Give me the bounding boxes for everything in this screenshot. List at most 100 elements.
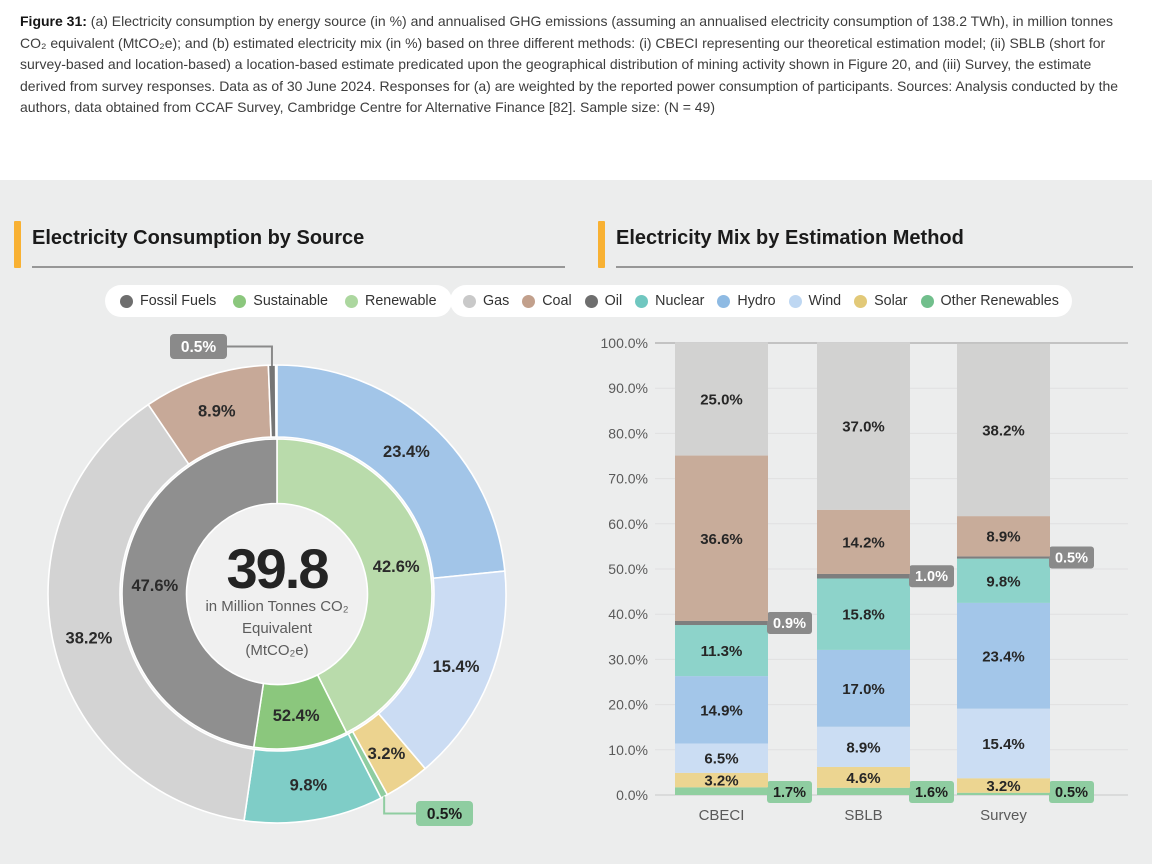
y-axis-label-40: 40.0%	[608, 606, 648, 622]
bar-legend-label: Nuclear	[655, 293, 705, 309]
right-title-underline	[616, 266, 1133, 268]
bar-legend-item-coal: Coal	[522, 293, 572, 309]
bar-legend-label: Wind	[808, 293, 842, 309]
donut-center-value: 39.8	[227, 537, 329, 600]
donut-center-unit-line: Equivalent	[242, 620, 313, 637]
bar-segment-cbeci-solar	[675, 772, 768, 788]
renewable-swatch-icon	[345, 294, 358, 308]
bar-segment-label-survey-hydro: 23.4%	[982, 648, 1025, 665]
left-title-accent-bar	[14, 221, 21, 268]
bar-segment-label-survey-wind: 15.4%	[982, 736, 1025, 753]
bar-callout-label-cbeci-oil: 0.9%	[773, 616, 806, 632]
left-title-underline	[32, 266, 565, 268]
bar-segment-label-survey-nuclear: 9.8%	[986, 573, 1020, 590]
y-axis-label-60: 60.0%	[608, 516, 648, 532]
wind-swatch-icon	[788, 294, 802, 308]
bar-segment-survey-wind	[957, 708, 1050, 779]
bar-segment-sblb-coal	[817, 509, 910, 574]
donut-center-unit-line: in Million Tonnes CO₂	[205, 598, 348, 615]
nuclear-swatch-icon	[635, 294, 649, 308]
figure-label: Figure 31:	[20, 13, 87, 29]
donut-inner-label-sustainable: 52.4%	[273, 707, 320, 725]
bar-segment-label-sblb-nuclear: 15.8%	[842, 607, 885, 624]
bar-segment-sblb-other-renewables	[817, 787, 910, 795]
bar-legend: Gas Coal Oil Nuclear Hydro Wind Solar Other Ren…	[450, 285, 1072, 317]
bar-legend-label: Other Renewables	[940, 293, 1059, 309]
bar-legend-item-nuclear: Nuclear	[635, 293, 704, 309]
donut-outer-label-hydro: 23.4%	[383, 443, 430, 461]
bar-legend-label: Oil	[604, 293, 623, 309]
donut-inner-label-renewable: 42.6%	[373, 558, 420, 576]
donut-callout-box-other-renewables	[416, 801, 473, 826]
bar-segment-cbeci-other-renewables	[675, 787, 768, 795]
y-axis-label-10: 10.0%	[608, 742, 648, 758]
bar-segment-label-cbeci-solar: 3.2%	[704, 773, 738, 790]
bar-legend-item-hydro: Hydro	[717, 293, 776, 309]
donut-callout-connector-oil	[227, 345, 273, 366]
x-axis-label-cbeci: CBECI	[699, 807, 745, 824]
x-axis-label-survey: Survey	[980, 807, 1027, 824]
bar-callout-label-survey-other-renewables: 0.5%	[1055, 785, 1088, 801]
electricity-consumption-donut-chart: 42.6% 52.4% 47.6% 23.4% 15.4% 3.2% 9.8% 38.2% 8.…	[47, 334, 507, 826]
bar-segment-label-cbeci-nuclear: 11.3%	[701, 643, 743, 660]
solar-swatch-icon	[854, 294, 868, 308]
bar-legend-item-gas: Gas	[463, 293, 509, 309]
bar-segment-survey-oil	[957, 556, 1050, 559]
donut-outer-label-gas: 38.2%	[66, 629, 113, 647]
bar-callout-box-cbeci-oil	[767, 612, 812, 635]
bar-callout-label-sblb-other-renewables: 1.6%	[915, 785, 948, 801]
donut-outer-segment-gas	[47, 403, 256, 822]
bar-segment-label-sblb-gas: 37.0%	[842, 419, 885, 436]
donut-inner-label-fossil-fuels: 47.6%	[131, 577, 178, 595]
donut-callout-box-oil	[170, 334, 227, 359]
bar-callout-label-cbeci-other-renewables: 1.7%	[773, 785, 806, 801]
right-panel-title: Electricity Mix by Estimation Method	[616, 227, 964, 249]
bar-callout-label-survey-oil: 0.5%	[1055, 550, 1088, 566]
figure-caption: Figure 31: (a) Electricity consumption b…	[20, 11, 1134, 119]
coal-swatch-icon	[522, 294, 536, 308]
bar-segment-sblb-solar	[817, 766, 910, 788]
bar-callout-box-sblb-oil	[909, 565, 954, 588]
y-axis-label-20: 20.0%	[608, 697, 648, 713]
bar-legend-label: Coal	[542, 293, 572, 309]
bar-callout-label-sblb-oil: 1.0%	[915, 569, 948, 585]
bar-segment-label-cbeci-gas: 25.0%	[700, 392, 743, 409]
bar-segment-label-survey-solar: 3.2%	[986, 778, 1020, 795]
donut-outer-label-coal: 8.9%	[198, 403, 236, 421]
electricity-mix-stacked-bar-chart: 0.0% 10.0% 20.0% 30.0% 40.0% 50.0% 60.0% 70.0% 8…	[601, 335, 1128, 824]
left-panel-title: Electricity Consumption by Source	[32, 227, 365, 249]
y-axis-label-100: 100.0%	[601, 335, 648, 351]
donut-outer-label-solar: 3.2%	[368, 745, 406, 763]
bar-segment-cbeci-gas	[675, 342, 768, 456]
bar-segment-label-survey-gas: 38.2%	[982, 422, 1025, 439]
bar-legend-label: Gas	[483, 293, 510, 309]
bar-callout-box-survey-other-renewables	[1049, 781, 1094, 803]
donut-legend-item-renewable: Renewable	[345, 293, 437, 309]
y-axis-label-50: 50.0%	[608, 561, 648, 577]
charts-background: Electricity Consumption by Source Electr…	[0, 180, 1152, 864]
donut-inner-segment-fossil-fuels	[121, 438, 278, 749]
bar-segment-label-sblb-wind: 8.9%	[846, 739, 880, 756]
donut-callout-label-oil: 0.5%	[181, 339, 217, 356]
donut-callout-label-other-renewables: 0.5%	[427, 806, 463, 823]
bar-segment-label-sblb-solar: 4.6%	[846, 770, 880, 787]
donut-legend-label: Renewable	[365, 293, 437, 309]
bar-segment-sblb-wind	[817, 726, 910, 767]
bar-segment-label-survey-coal: 8.9%	[986, 529, 1020, 546]
bar-segment-label-sblb-coal: 14.2%	[842, 534, 885, 551]
bar-segment-cbeci-hydro	[675, 676, 768, 744]
right-title-accent-bar	[598, 221, 605, 268]
figure-caption-text: (a) Electricity consumption by energy so…	[20, 13, 1119, 116]
donut-legend-label: Sustainable	[253, 293, 328, 309]
donut-legend: Fossil Fuels Sustainable Renewable	[105, 285, 452, 317]
bar-segment-sblb-gas	[817, 342, 910, 510]
bar-segment-cbeci-oil	[675, 620, 768, 626]
bar-callout-box-cbeci-other-renewables	[767, 781, 812, 803]
bar-segment-sblb-nuclear	[817, 578, 910, 650]
fossil-fuels-swatch-icon	[120, 294, 133, 308]
bar-legend-item-solar: Solar	[854, 293, 908, 309]
bar-segment-survey-coal	[957, 516, 1050, 557]
bar-segment-cbeci-coal	[675, 455, 768, 621]
y-axis-label-80: 80.0%	[608, 425, 648, 441]
